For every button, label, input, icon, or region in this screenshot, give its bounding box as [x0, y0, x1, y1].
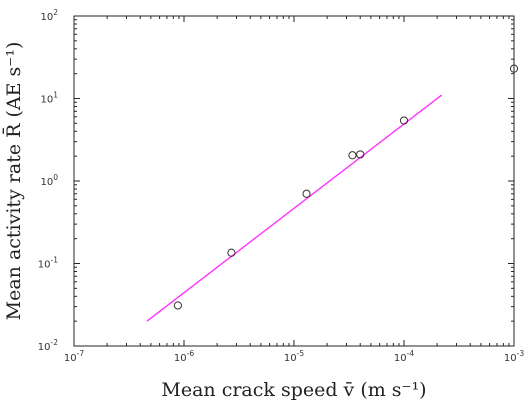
y-tick-label: 102 [40, 8, 58, 23]
fit-layer [146, 94, 443, 322]
x-tick-label: 10-5 [284, 349, 304, 364]
x-tick-label: 10-7 [64, 349, 84, 364]
x-tick-label: 10-4 [394, 349, 414, 364]
fit-line [146, 94, 443, 322]
x-tick-label: 10-3 [504, 349, 524, 364]
data-point [173, 301, 182, 310]
y-tick-label: 10-2 [38, 338, 58, 353]
plot-frame [73, 15, 515, 347]
y-axis-label: Mean activity rate R̄ (AE s⁻¹) [2, 42, 25, 321]
data-point [348, 151, 357, 160]
x-tick-label: 10-6 [174, 349, 194, 364]
data-point [509, 64, 519, 73]
y-tick-label: 10-1 [38, 256, 58, 271]
data-point [302, 189, 311, 198]
ticks: 10-7 10-6 10-5 10-4 10-3 10-2 10-1 100 101 102 [38, 8, 525, 364]
data-point [399, 116, 409, 125]
y-tick-label: 100 [40, 173, 58, 188]
data-point [356, 150, 365, 159]
points-layer [173, 64, 519, 310]
y-tick-label: 101 [40, 91, 58, 106]
data-point [227, 248, 236, 257]
x-axis-label: Mean crack speed v̄ (m s⁻¹) [161, 379, 426, 401]
